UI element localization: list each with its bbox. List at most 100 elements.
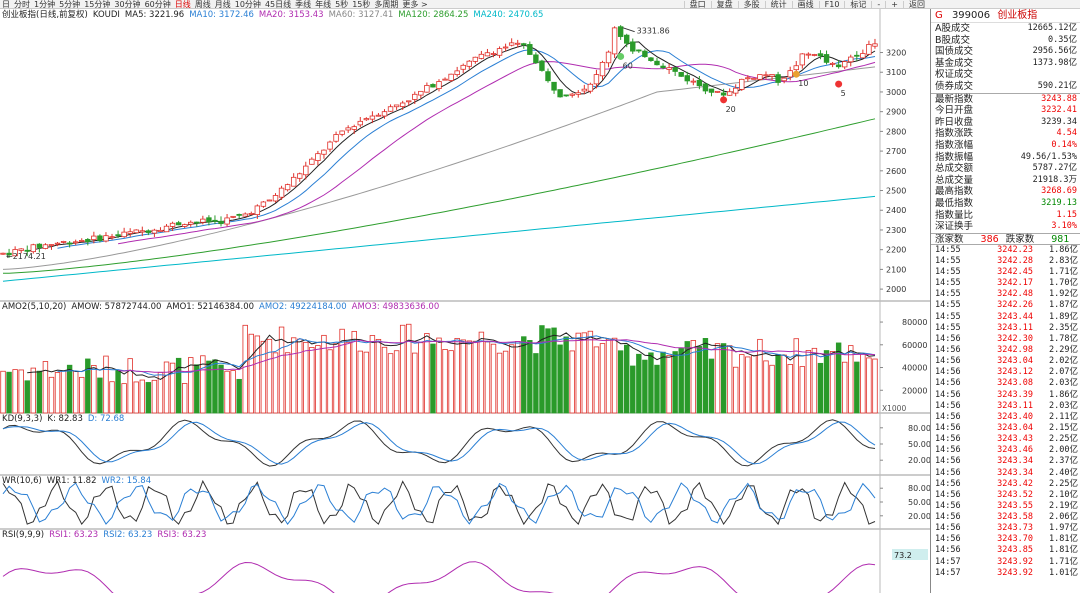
quote-value: 3232.41 [1041,105,1077,116]
volume-bar [42,361,49,414]
volume-bar [18,369,24,414]
period-tab-10[interactable]: 10分钟 [234,0,261,9]
tick-price: 3243.12 [997,367,1033,378]
volume-bar [678,348,684,414]
toolbar-action-7[interactable]: - [871,1,885,8]
vol-unit-label: X1000 [882,404,906,413]
candle-body [309,158,315,165]
period-tab-4[interactable]: 15分钟 [84,0,111,9]
candle-body [121,231,127,238]
tick-time: 14:57 [935,556,961,567]
toolbar-action-9[interactable]: 返回 [903,1,930,8]
volume-bar [399,324,406,414]
volume-bar [363,351,370,414]
tick-row: 14:56 3243.46 2.00亿 [931,445,1080,456]
tick-amount: 1.92亿 [1049,289,1078,300]
tick-price: 3243.11 [997,400,1033,411]
tick-amount: 2.37亿 [1049,456,1078,467]
index-name: 创业板指 [997,10,1038,21]
chart-area[interactable]: 3200 3100 3000 2900 2800 2700 2600 2500 2400 2300… [0,9,930,593]
amo3-line [118,339,876,373]
candle-body [54,242,61,245]
period-tab-15[interactable]: 15秒 [352,0,371,9]
toolbar-action-4[interactable]: 画线 [791,1,819,8]
volume-bar [769,364,775,414]
period-tab-2[interactable]: 1分钟 [34,0,56,9]
candle-body [654,60,660,66]
tick-row: 14:55 3242.17 1.70亿 [931,278,1080,289]
tick-time: 14:56 [935,344,961,355]
volume-bar [248,333,254,414]
candle-body [418,90,424,96]
candle-body [351,126,357,130]
tick-time: 14:56 [935,378,961,389]
kline-chart[interactable]: 3200 3100 3000 2900 2800 2700 2600 2500 2400 2300… [0,9,930,593]
toolbar-action-6[interactable]: 标记 [844,1,871,8]
period-tab-11[interactable]: 45日线 [264,0,292,9]
volume-bar [139,379,145,414]
candle-body [484,52,491,57]
candle-body [266,199,273,202]
period-tab-8[interactable]: 周线 [194,0,211,9]
candle-body [424,85,430,93]
flag-label: G [935,10,943,21]
candle-body [466,60,472,67]
toolbar-action-8[interactable]: + [885,1,903,8]
candle-body [787,70,793,78]
period-tab-12[interactable]: 季线 [295,0,312,9]
period-tab-6[interactable]: 60分钟 [144,0,171,9]
period-tab-16[interactable]: 多周期 [374,0,399,9]
volume-bar [636,353,642,414]
period-tab-14[interactable]: 5秒 [335,0,349,9]
period-tab-7[interactable]: 日线 [174,0,191,9]
candle-body [642,50,648,58]
toolbar-action-1[interactable]: 复盘 [710,1,738,8]
up-count: 386 [980,233,999,245]
period-tab-0[interactable]: 日 [2,0,10,9]
toolbar-action-5[interactable]: F10 [818,1,845,8]
period-tab-1[interactable]: 分时 [14,0,30,9]
volume-bar [278,326,285,414]
candle-body [375,114,382,117]
stat-row-0: A股成交 12665.12亿 [931,23,1080,35]
candle-body [587,83,594,92]
volume-bar [720,343,727,414]
period-tab-9[interactable]: 月线 [214,0,231,9]
toolbar-action-0[interactable]: 盘口 [683,1,711,8]
period-tab-17[interactable]: 更多 > [402,0,428,9]
tick-time: 14:56 [935,389,961,400]
tick-price: 3242.23 [997,244,1033,255]
stat-row-2: 国债成交 2956.56亿 [931,46,1080,58]
tick-time: 14:56 [935,478,961,489]
low-annotation: ←2174.21 [6,252,46,261]
period-tab-3[interactable]: 5分钟 [59,0,81,9]
candle-body [42,244,49,249]
price-tick-label: 2000 [886,285,906,294]
tick-time: 14:56 [935,545,961,556]
tick-amount: 1.81亿 [1049,534,1078,545]
volume-bar [369,335,376,414]
candle-body [175,222,182,226]
quote-row-8: 最高指数 3268.69 [931,186,1080,198]
volume-bar [230,370,236,414]
main-title-item-2: MA20: 3153.43 [258,10,324,20]
advance-decline: 涨家数 386 跌家数 981 [931,232,1080,245]
price-tick-label: 3200 [886,49,906,58]
tick-row: 14:55 3242.45 1.71亿 [931,267,1080,278]
tick-list[interactable]: 14:55 3242.23 1.86亿 14:55 3242.28 2.83亿 14:55 3… [931,245,1080,579]
toolbar-action-3[interactable]: 统计 [764,1,792,8]
tick-amount: 2.35亿 [1049,322,1078,333]
volume-bar [787,364,793,414]
candle-body [115,234,121,237]
candle-body [739,78,745,90]
volume-bar [418,342,424,414]
period-tab-5[interactable]: 30分钟 [114,0,141,9]
volume-bar [490,343,497,414]
period-tab-13[interactable]: 年线 [315,0,332,9]
volume-bar [242,324,248,414]
volume-bar [811,347,818,414]
tick-row: 14:55 3242.23 1.86亿 [931,245,1080,256]
toolbar-action-2[interactable]: 多股 [737,1,765,8]
volume-bar [781,354,787,414]
index-code: 399006 [951,10,991,21]
